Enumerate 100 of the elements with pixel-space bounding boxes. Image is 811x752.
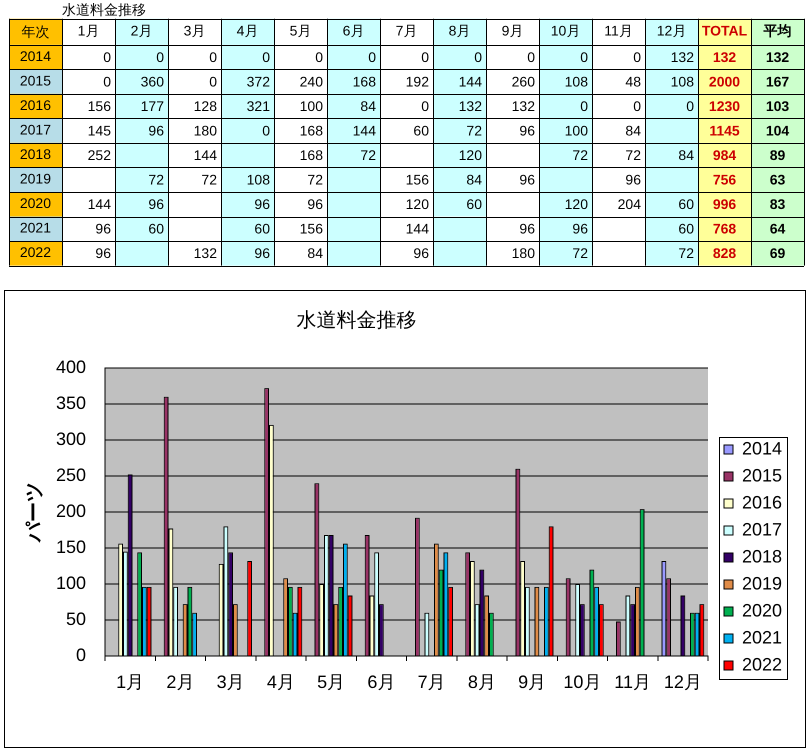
data-label: 2000 <box>708 73 740 90</box>
y-tick-label: 2016 <box>20 96 52 113</box>
x-tick-label: 3月 <box>184 22 206 38</box>
data-label: 177 <box>140 98 164 114</box>
data-label: 72 <box>360 147 376 164</box>
data-label: 0 <box>368 48 376 65</box>
data-label: 132 <box>512 98 536 114</box>
data-label: 828 <box>712 245 736 262</box>
y-axis-title: 年次 <box>22 24 50 40</box>
data-label: 240 <box>300 73 324 90</box>
data-label: 48 <box>625 73 642 90</box>
x-tick-label: 2月 <box>166 672 194 692</box>
data-label: 84 <box>360 98 376 114</box>
x-tick-label: 3月 <box>216 672 245 692</box>
data-label: 180 <box>512 245 536 262</box>
data-label: 89 <box>770 147 786 164</box>
x-tick-label: 1月 <box>116 672 144 692</box>
data-label: 192 <box>406 73 430 90</box>
data-label: 768 <box>712 220 736 237</box>
x-tick-label: 5月 <box>317 672 346 692</box>
data-label: 0 <box>103 73 112 90</box>
chart-title: 水道料金推移 <box>296 310 416 332</box>
x-tick-label: 6月 <box>342 22 364 38</box>
legend-label: 2018 <box>742 546 782 566</box>
y-tick-label: 400 <box>56 356 86 377</box>
data-label: 128 <box>194 98 218 114</box>
y-tick-label: 2022 <box>20 244 52 260</box>
x-tick-label: 7月 <box>396 22 418 38</box>
data-label: 0 <box>103 48 112 65</box>
data-label: 260 <box>512 73 536 90</box>
y-tick-label: 50 <box>66 608 86 629</box>
data-label: 252 <box>88 147 112 164</box>
x-tick-label: 4月 <box>236 22 258 38</box>
data-label: 103 <box>766 98 790 114</box>
data-label: 84 <box>307 245 324 262</box>
x-tick-label: 9月 <box>502 22 524 38</box>
data-label: 984 <box>712 147 736 164</box>
data-label: 0 <box>156 48 164 65</box>
data-label: 60 <box>678 220 694 237</box>
x-tick-label: 10月 <box>550 22 580 38</box>
legend-label: 2022 <box>742 654 782 674</box>
x-tick-label: 7月 <box>418 672 446 692</box>
data-label: 84 <box>466 172 482 188</box>
x-tick-label: 11月 <box>614 672 651 692</box>
data-label: 0 <box>421 48 430 65</box>
data-label: 60 <box>413 122 430 139</box>
y-tick-label: 200 <box>56 500 86 521</box>
data-label: 0 <box>421 98 430 114</box>
x-tick-label: 9月 <box>518 672 546 692</box>
data-label: 167 <box>766 73 790 90</box>
y-axis-title: パーツ <box>24 482 46 543</box>
x-tick-label: 5月 <box>290 22 312 38</box>
data-label: 120 <box>564 196 588 212</box>
data-label: 0 <box>580 98 588 114</box>
data-label: 156 <box>300 220 324 237</box>
data-label: 96 <box>148 196 164 212</box>
data-label: 120 <box>458 147 482 164</box>
data-label: 96 <box>95 220 112 237</box>
data-label: 132 <box>194 245 218 262</box>
data-label: 96 <box>572 220 588 237</box>
data-label: 204 <box>618 196 642 212</box>
data-label: 64 <box>770 220 786 237</box>
data-label: 96 <box>307 196 324 212</box>
x-tick-label: 12月 <box>664 672 702 692</box>
y-tick-label: 2021 <box>20 220 52 236</box>
data-label: 144 <box>352 122 376 139</box>
x-tick-label: 6月 <box>367 672 396 692</box>
data-label: 0 <box>474 48 482 65</box>
legend-label: 2020 <box>742 600 782 620</box>
data-label: 72 <box>307 172 324 188</box>
data-label: 96 <box>254 245 270 262</box>
chart-title: 水道料金推移 <box>62 1 146 18</box>
data-label: 96 <box>519 220 536 237</box>
x-tick-label: 10月 <box>563 672 602 692</box>
data-label: 0 <box>580 48 588 65</box>
legend-label: 2014 <box>742 438 782 458</box>
data-label: 108 <box>246 172 270 188</box>
y-tick-label: 300 <box>56 428 86 449</box>
data-label: 96 <box>254 196 270 212</box>
data-label: 83 <box>770 196 786 212</box>
data-label: 0 <box>527 48 536 65</box>
y-tick-label: 2017 <box>20 122 52 138</box>
x-tick-label: 2月 <box>130 22 152 38</box>
data-label: 96 <box>95 245 112 262</box>
data-label: 120 <box>406 196 430 212</box>
data-label: 108 <box>670 73 694 90</box>
data-label: 84 <box>625 122 642 139</box>
data-label: 72 <box>572 147 588 164</box>
data-label: 145 <box>88 122 112 139</box>
data-label: 72 <box>466 122 482 139</box>
x-tick-label: 4月 <box>266 672 295 692</box>
data-label: 156 <box>406 172 430 188</box>
x-tick-label: 11月 <box>604 22 633 38</box>
data-label: 168 <box>352 73 376 90</box>
data-label: 1145 <box>709 122 740 139</box>
data-label: 63 <box>770 172 786 188</box>
data-label: 132 <box>458 98 482 114</box>
data-label: 156 <box>88 98 112 114</box>
legend-label: 2021 <box>742 627 782 648</box>
y-tick-label: 2015 <box>20 72 52 88</box>
